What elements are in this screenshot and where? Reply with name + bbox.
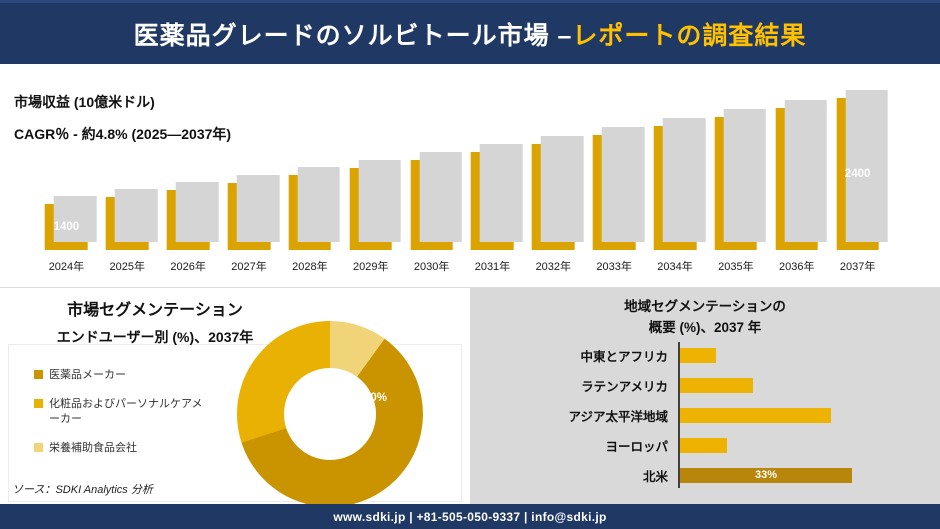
donut-value-label: 60% [364,392,388,404]
revenue-chart-section: 市場収益 (10億米ドル) CAGR％ - 約4.8% (2025―2037年)… [0,64,940,288]
revenue-bar [349,160,401,250]
revenue-bar [714,109,766,250]
x-axis-label: 2026年 [170,261,206,273]
region-title: 地域セグメンテーションの 概要 (%)、2037 年 [470,297,940,339]
legend-item: 栄養補助食品会社 [34,441,206,456]
legend-label: 医薬品メーカー [49,369,126,381]
region-label: アジア太平洋地域 [568,409,668,424]
revenue-bar-slot: 2031年 [462,94,523,273]
revenue-bar-slot: 2036年 [766,94,827,273]
region-row: ヨーロッパ [470,430,922,460]
revenue-bar-slot: 2034年 [645,94,706,273]
revenue-bar [166,182,218,250]
revenue-metric-label: 市場収益 (10億米ドル) [14,94,155,110]
revenue-bar-slot: 2025年 [97,94,158,273]
header-banner: 医薬品グレードのソルビトール市場 –レポートの調査結果 [0,0,940,64]
legend-item: 化粧品およびパーソナルケアメーカー [34,397,206,427]
page-title-main: 医薬品グレードのソルビトール市場 – [133,21,573,50]
revenue-bar [410,152,462,250]
revenue-bar-slot: 1400 2024年 [36,94,97,273]
section-divider [0,287,940,288]
region-bar: 33% [680,467,852,483]
x-axis-label: 2024年 [48,261,85,273]
x-axis-label: 2031年 [474,261,511,273]
region-row: 北米 33% [470,460,922,490]
revenue-bar: 1400 [45,196,97,250]
x-axis-label: 2032年 [535,261,572,273]
region-segmentation-panel: 地域セグメンテーションの 概要 (%)、2037 年 中東とアフリカ ラテンアメリ… [470,288,940,504]
donut-plot-border [8,344,462,502]
region-bar-value-label: 33% [754,469,778,481]
revenue-bar [592,127,644,250]
region-label: ラテンアメリカ [581,379,668,394]
legend-swatch-cosmetics [34,398,43,408]
legend-label: 化粧品およびパーソナルケアメーカー [49,397,203,425]
region-row: アジア太平洋地域 [470,400,922,430]
segmentation-subtitle: エンドユーザー別 (%)、2037年 [56,329,254,345]
x-axis-label: 2030年 [413,261,450,273]
region-label: ヨーロッパ [605,439,668,454]
revenue-cagr-label: CAGR％ - 約4.8% (2025―2037年) [14,126,232,143]
region-bar [680,407,831,423]
revenue-bar-slot: 2035年 [705,94,766,273]
x-axis-label: 2025年 [109,261,146,273]
revenue-bar-slot: 2027年 [219,94,280,273]
enduser-segmentation-panel: 市場セグメンテーション エンドユーザー別 (%)、2037年 医薬品メーカー 化… [0,288,470,504]
legend-swatch-pharma [34,370,43,379]
segmentation-heading: 市場セグメンテーション エンドユーザー別 (%)、2037年 [10,296,300,347]
page-title-accent: レポートの調査結果 [572,21,807,50]
revenue-chart-meta: 市場収益 (10億米ドル) CAGR％ - 約4.8% (2025―2037年) [14,86,231,150]
region-title-line2: 概要 (%)、2037 年 [648,319,762,335]
revenue-bar-slot: 2400 2037年 [827,90,888,273]
x-axis-label: 2037年 [839,261,876,273]
bar-value-label: 1400 [53,221,80,233]
revenue-bar-chart: 1400 2024年 2025年 2026年 2027年 2028年 2029年 2030年 2… [36,90,888,273]
region-axis-line [678,342,680,488]
footer-contact: www.sdki.jp | +81-505-050-9337 | info@sd… [333,509,607,524]
legend-swatch-nutraceutical [34,442,43,452]
x-axis-label: 2027年 [231,261,267,273]
revenue-bar [288,167,340,250]
revenue-bar-slot: 2032年 [523,94,584,273]
x-axis-label: 2029年 [352,261,389,273]
x-axis-label: 2036年 [779,261,815,273]
legend-label: 栄養補助食品会社 [49,441,137,454]
region-title-line1: 地域セグメンテーションの [624,299,786,314]
donut-legend: 医薬品メーカー 化粧品およびパーソナルケアメーカー 栄養補助食品会社 [34,368,206,469]
revenue-bar [471,144,523,250]
region-bar [680,437,727,453]
revenue-bar [532,136,584,250]
revenue-bar-slot: 2029年 [340,94,401,273]
page-title: 医薬品グレードのソルビトール市場 –レポートの調査結果 [134,16,807,52]
bar-value-label: 2400 [844,168,871,180]
source-note: ソース：SDKI Analytics 分析 [12,484,153,496]
region-row: 中東とアフリカ [470,340,922,370]
region-row: ラテンアメリカ [470,370,922,400]
revenue-bar [227,175,279,250]
x-axis-label: 2034年 [657,261,693,273]
revenue-bar [653,118,705,250]
revenue-bar-slot: 2026年 [158,94,219,273]
enduser-donut [237,321,423,504]
x-axis-label: 2035年 [718,261,754,273]
revenue-bar-slot: 2033年 [584,94,645,273]
revenue-bar-slot: 2028年 [279,94,340,273]
revenue-bar-slot: 2030年 [401,94,462,273]
region-label: 北米 [642,469,668,484]
region-label: 中東とアフリカ [580,349,668,364]
revenue-bar [775,100,827,250]
x-axis-label: 2033年 [596,261,632,273]
region-bar-chart: 中東とアフリカ ラテンアメリカアジア太平洋地域ヨーロッパ北米 33% [470,340,922,490]
x-axis-label: 2028年 [292,261,328,273]
region-bar [680,377,753,393]
footer-banner: www.sdki.jp | +81-505-050-9337 | info@sd… [0,504,940,529]
revenue-bar: 2400 [836,90,888,250]
legend-item: 医薬品メーカー [34,368,206,383]
segmentation-title: 市場セグメンテーション [67,302,243,319]
region-bar [680,347,716,363]
revenue-bar [105,189,158,250]
